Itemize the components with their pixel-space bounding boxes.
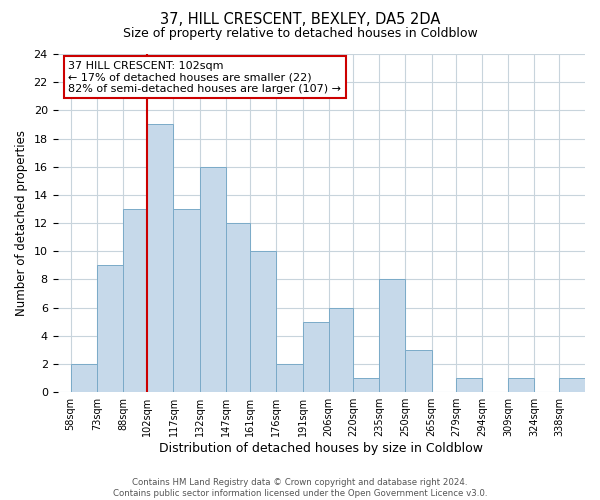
Bar [302,322,329,392]
Bar [173,209,200,392]
Text: 37, HILL CRESCENT, BEXLEY, DA5 2DA: 37, HILL CRESCENT, BEXLEY, DA5 2DA [160,12,440,28]
Bar [508,378,535,392]
Bar [123,209,148,392]
Text: Size of property relative to detached houses in Coldblow: Size of property relative to detached ho… [122,28,478,40]
Bar [277,364,302,392]
Bar [559,378,585,392]
Y-axis label: Number of detached properties: Number of detached properties [15,130,28,316]
Bar [200,166,226,392]
Bar [97,266,123,392]
Bar [329,308,353,392]
Bar [250,252,277,392]
Bar [148,124,173,392]
Bar [353,378,379,392]
Bar [226,223,250,392]
Bar [456,378,482,392]
Bar [71,364,97,392]
X-axis label: Distribution of detached houses by size in Coldblow: Distribution of detached houses by size … [159,442,483,455]
Text: 37 HILL CRESCENT: 102sqm
← 17% of detached houses are smaller (22)
82% of semi-d: 37 HILL CRESCENT: 102sqm ← 17% of detach… [68,61,341,94]
Bar [379,280,406,392]
Text: Contains HM Land Registry data © Crown copyright and database right 2024.
Contai: Contains HM Land Registry data © Crown c… [113,478,487,498]
Bar [406,350,431,392]
